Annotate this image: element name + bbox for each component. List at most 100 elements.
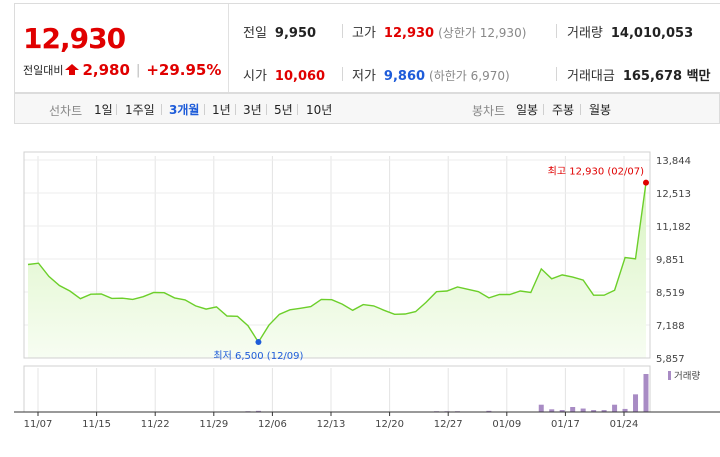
x-tick-label: 11/22 [141,419,170,430]
high-value: 12,930 [383,26,435,41]
volume-bar [255,410,261,412]
open-value: 10,060 [274,69,326,84]
prev-day-value: 9,950 [274,26,317,41]
price-chart: 13,844 12,513 11,182 9,851 8,519 7,188 5,857 11… [14,151,720,430]
candle-monthly[interactable]: 월봉 [589,103,612,117]
x-tick-label: 12/20 [375,419,404,430]
divider [556,24,557,38]
x-tick-label: 11/15 [82,419,111,430]
divider [556,67,557,81]
period-1w[interactable]: 1주일 [125,103,155,117]
open-label: 시가 [243,69,267,84]
max-label: 최고 12,930 (02/07) [548,166,644,178]
price-area [27,182,647,358]
divider [161,104,162,115]
period-3m[interactable]: 3개월 [169,103,200,117]
divider [266,104,267,115]
min-point [255,339,262,346]
divider [297,104,298,115]
stat-low: 저가 9,860 (하한가 6,970) [352,65,510,84]
volume-bar [538,404,544,412]
low-value: 9,860 [383,69,426,84]
high-label: 고가 [352,26,376,41]
volume-bar [643,374,649,412]
price-change-rate: +29.95% [146,61,222,79]
y-tick-label: 13,844 [656,156,691,167]
prev-day-label: 전일 [243,26,267,41]
chart-labels: 거래량 최고 12,930 (02/07) 최저 6,500 (12/09) [213,166,700,382]
divider [580,104,581,115]
min-label: 최저 6,500 (12/09) [213,350,303,362]
period-10y[interactable]: 10년 [306,103,333,117]
current-price-box: 12,930 전일대비 2,980 | +29.95% [15,4,229,92]
volume-legend-label: 거래량 [674,370,700,382]
period-1y[interactable]: 1년 [212,103,231,117]
amount-label: 거래대금 [567,69,615,84]
candle-chart-label: 봉차트 [472,104,506,118]
stat-amount: 거래대금 165,678 백만 [567,65,711,84]
y-tick-label: 7,188 [656,321,685,332]
price-change: 2,980 [82,61,130,79]
y-tick-label: 9,851 [656,255,685,266]
price-summary: 12,930 전일대비 2,980 | +29.95% 전일 9,950 시가 10… [14,3,720,93]
divider [116,104,117,115]
lower-limit: (하한가 6,970) [429,69,510,83]
price-plot-frame [23,151,651,359]
arrow-up-icon [65,64,80,75]
volume-label: 거래량 [567,26,603,41]
x-tick-label: 12/27 [434,419,463,430]
volume-bar [622,408,628,412]
change-row: 전일대비 2,980 | +29.95% [23,61,221,79]
volume-bar [591,410,597,412]
y-tick-label: 5,857 [656,354,685,365]
stat-prev-day: 전일 9,950 [243,22,316,41]
volume-bar [612,404,618,412]
volume-legend-swatch [668,371,671,380]
y-tick-label: 12,513 [656,189,691,200]
volume-bar [580,408,586,412]
candle-daily[interactable]: 일봉 [516,103,539,117]
volume-bar [549,409,555,412]
y-tick-label: 8,519 [656,288,685,299]
separator: | [135,62,141,78]
x-tick-label: 12/06 [258,419,287,430]
amount-value: 165,678 백만 [622,69,711,84]
divider [342,67,343,81]
divider [235,104,236,115]
divider [543,104,544,115]
volume-bar [601,410,607,412]
stat-volume: 거래량 14,010,053 [567,22,693,41]
candle-weekly[interactable]: 주봉 [552,103,575,117]
max-point [643,179,649,186]
prev-close-label: 전일대비 [23,64,64,77]
upper-limit: (상한가 12,930) [438,26,527,40]
period-5y[interactable]: 5년 [274,103,293,117]
current-price: 12,930 [23,22,126,55]
x-tick-label: 01/24 [610,419,639,430]
price-line [27,182,647,344]
x-tick-label: 11/07 [24,419,53,430]
x-tick-label: 01/09 [492,419,521,430]
volume-bar [633,394,639,412]
line-chart-label: 선차트 [49,104,83,118]
volume-value: 14,010,053 [610,26,694,41]
stat-open: 시가 10,060 [243,65,325,84]
low-label: 저가 [352,69,376,84]
volume-bars [245,374,649,412]
period-toolbar: 선차트 1일 1주일 3개월 1년 3년 5년 10년 봉차트 일봉 주봉 월봉 [14,93,720,124]
volume-bar [559,410,565,412]
divider [342,24,343,38]
price-area-fill [28,182,646,358]
x-tick-label: 12/13 [317,419,346,430]
x-tick-label: 01/17 [551,419,580,430]
volume-plot-frame [23,365,651,413]
volume-bar [570,407,576,412]
period-1d[interactable]: 1일 [94,103,113,117]
y-tick-label: 11,182 [656,222,691,233]
chart-axes: 13,844 12,513 11,182 9,851 8,519 7,188 5,857 11… [14,151,720,430]
x-tick-label: 11/29 [199,419,228,430]
volume-bar [486,410,492,412]
period-3y[interactable]: 3년 [243,103,262,117]
stat-high: 고가 12,930 (상한가 12,930) [352,22,526,41]
